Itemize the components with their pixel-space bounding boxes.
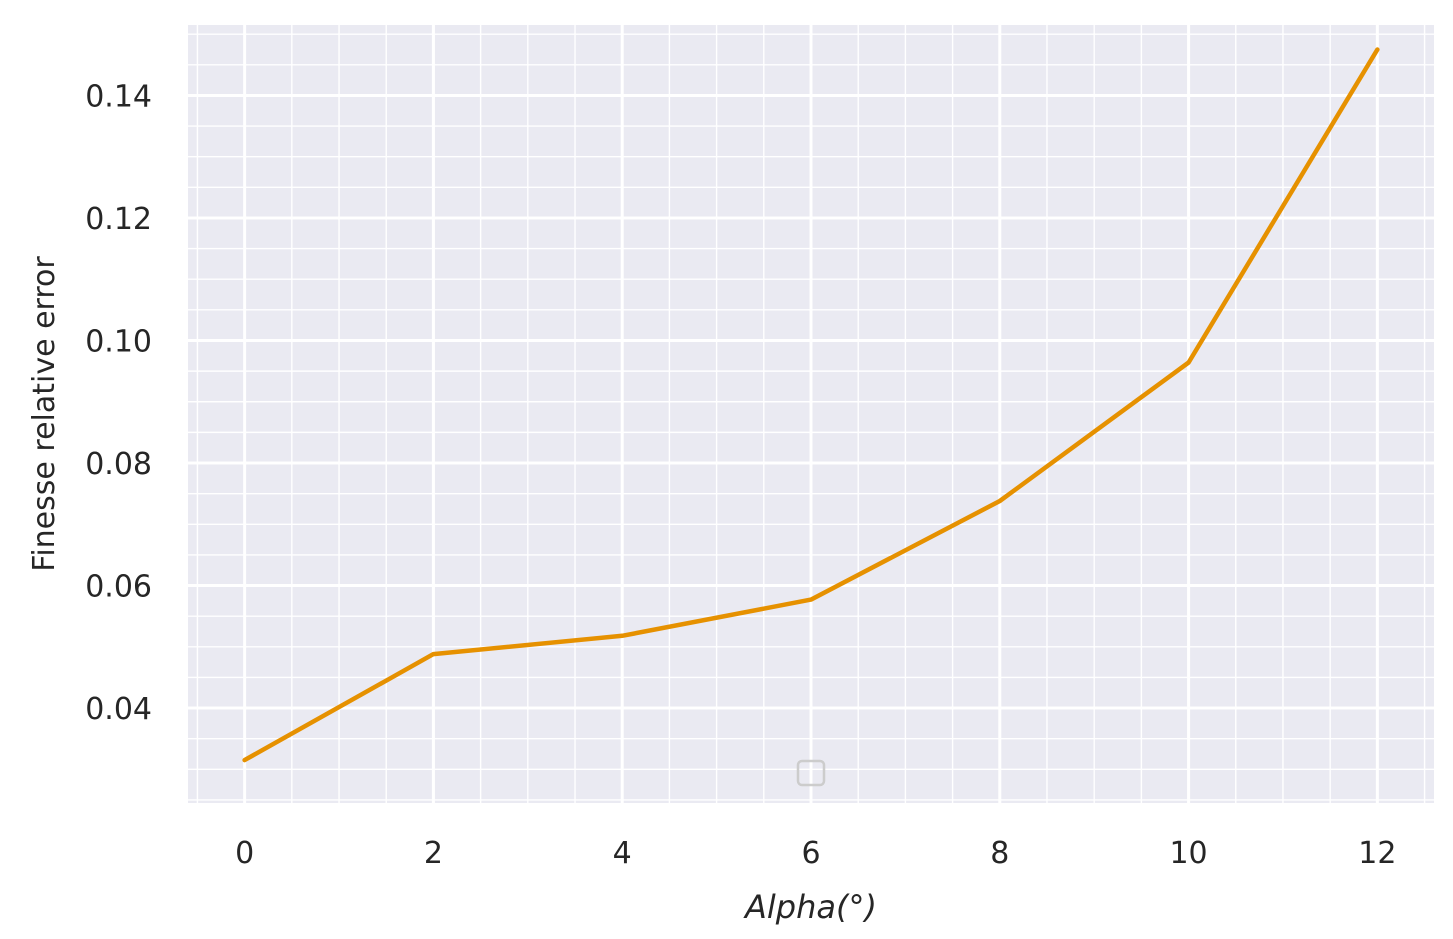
x-tick-label: 4	[613, 836, 632, 871]
y-tick-label: 0.14	[85, 79, 152, 114]
y-tick-label: 0.06	[85, 570, 152, 605]
y-tick-label: 0.04	[85, 692, 152, 727]
x-tick-label: 10	[1169, 836, 1207, 871]
y-tick-label: 0.12	[85, 202, 152, 237]
x-axis-label: Alpha(°)	[743, 888, 877, 926]
x-tick-labels: 0 2 4 6 8 10 12	[235, 836, 1396, 871]
y-tick-label: 0.10	[85, 324, 152, 359]
x-tick-label: 12	[1358, 836, 1396, 871]
x-tick-label: 6	[801, 836, 820, 871]
y-axis-label: Finesse relative error	[27, 256, 62, 572]
x-tick-label: 8	[990, 836, 1009, 871]
y-tick-labels: 0.04 0.06 0.08 0.10 0.12 0.14	[85, 79, 152, 727]
x-tick-label: 2	[424, 836, 443, 871]
y-tick-label: 0.08	[85, 447, 152, 482]
x-tick-label: 0	[235, 836, 254, 871]
